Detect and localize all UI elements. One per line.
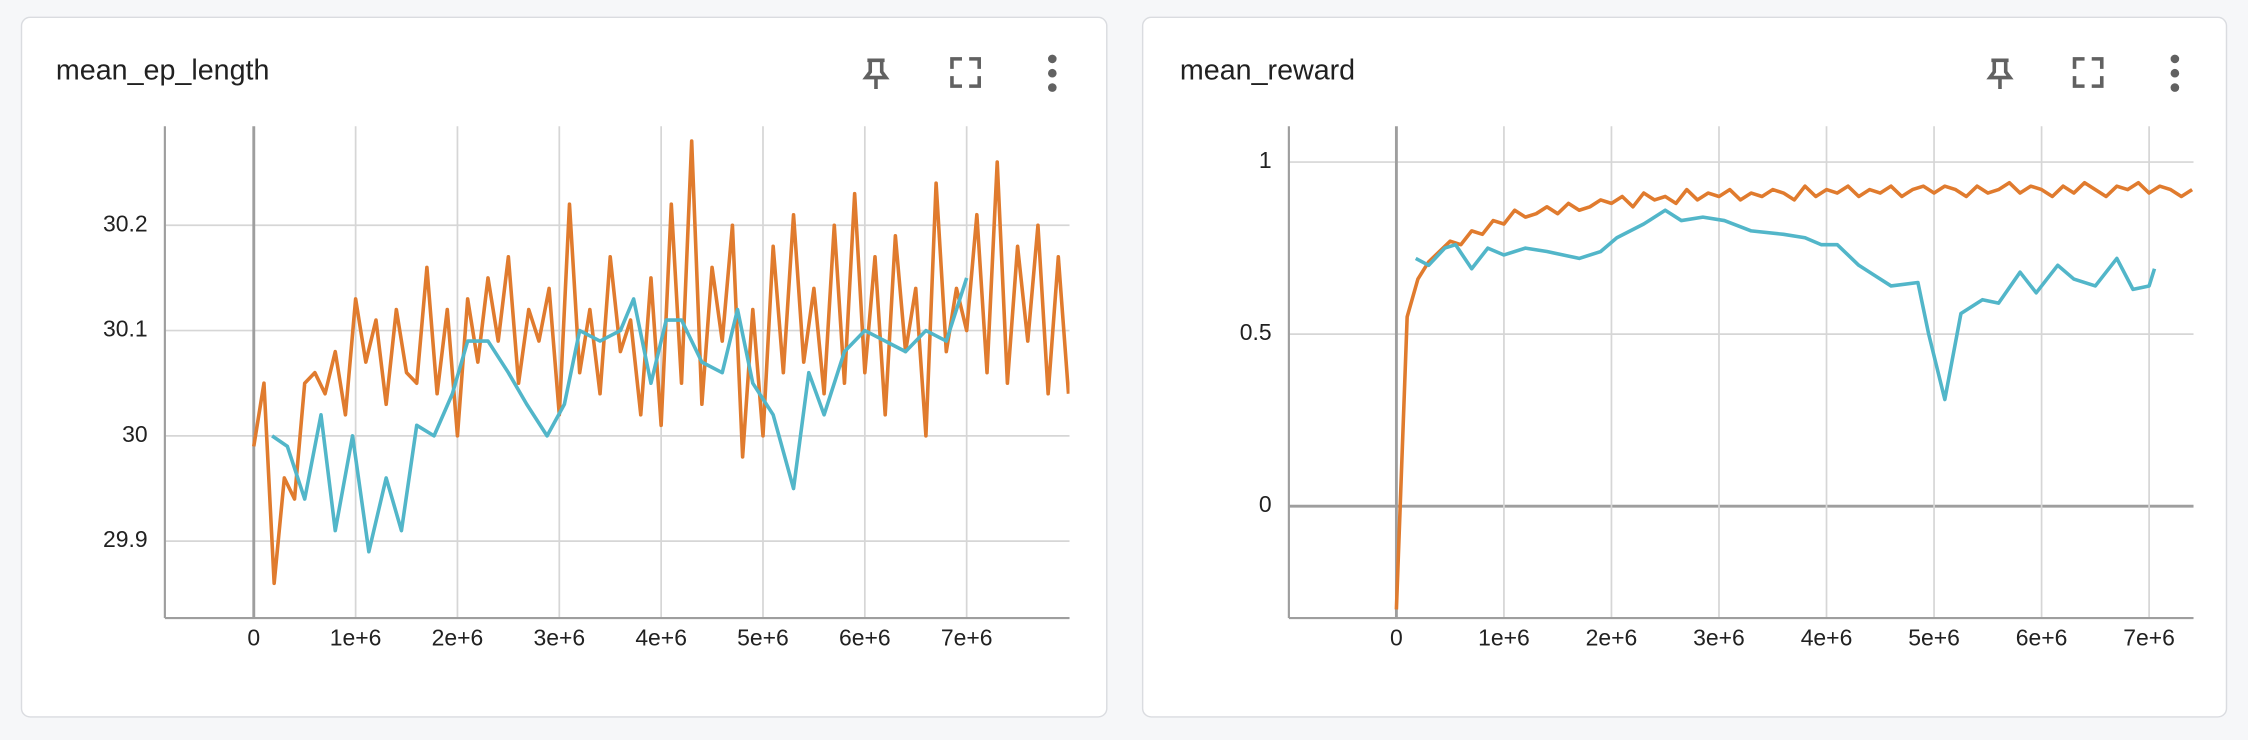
x-tick-label: 1e+6 xyxy=(330,625,382,651)
x-tick-label: 6e+6 xyxy=(2016,625,2068,651)
plot-lines xyxy=(252,139,1070,586)
series-line xyxy=(1414,208,2157,402)
x-tick-label: 0 xyxy=(1390,625,1403,651)
y-tick-label: 1 xyxy=(1259,147,1272,173)
card xyxy=(1141,16,2228,718)
x-tick-label: 5e+6 xyxy=(1908,625,1960,651)
y-tick-label: 30.1 xyxy=(103,316,148,342)
x-tick-label: 5e+6 xyxy=(737,625,789,651)
card-title: mean_ep_length xyxy=(56,54,270,86)
card xyxy=(20,16,1108,718)
plot-lines xyxy=(1394,180,2194,610)
fullscreen-button[interactable] xyxy=(2072,57,2104,88)
series-line xyxy=(252,139,1070,586)
menu-button[interactable] xyxy=(1048,54,1057,92)
x-tick-label: 1e+6 xyxy=(1478,625,1530,651)
y-tick-label: 30 xyxy=(122,421,147,447)
x-tick-label: 2e+6 xyxy=(432,625,484,651)
card-title: mean_reward xyxy=(1180,54,1355,86)
pin-button[interactable] xyxy=(862,58,890,89)
series-line xyxy=(1394,180,2194,610)
pin-button[interactable] xyxy=(1986,58,2014,89)
y-tick-label: 29.9 xyxy=(103,526,148,552)
menu-button[interactable] xyxy=(2170,54,2180,92)
y-tick-label: 0 xyxy=(1259,491,1272,517)
x-tick-label: 4e+6 xyxy=(1801,625,1853,651)
x-tick-label: 2e+6 xyxy=(1586,625,1638,651)
y-tick-label: 30.2 xyxy=(103,210,148,236)
x-tick-label: 7e+6 xyxy=(2123,625,2175,651)
x-tick-label: 3e+6 xyxy=(1693,625,1745,651)
x-tick-label: 3e+6 xyxy=(533,625,585,651)
x-tick-label: 4e+6 xyxy=(635,625,687,651)
x-tick-label: 6e+6 xyxy=(839,625,891,651)
series-line xyxy=(271,277,969,554)
fullscreen-button[interactable] xyxy=(950,57,981,88)
x-tick-label: 7e+6 xyxy=(941,625,993,651)
y-tick-label: 0.5 xyxy=(1240,319,1272,345)
x-tick-label: 0 xyxy=(247,625,260,651)
